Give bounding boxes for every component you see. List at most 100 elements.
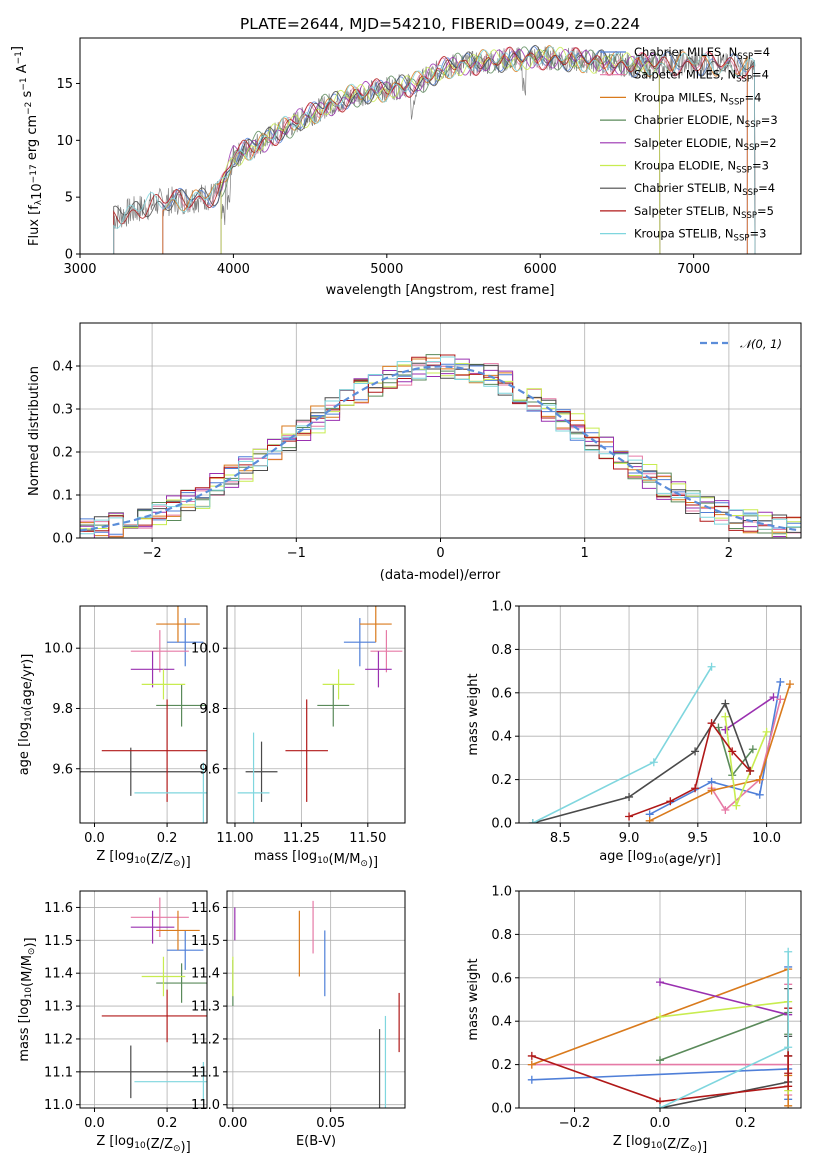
y-tick-label: 10.0: [191, 642, 220, 657]
legend-label: Kroupa STELIB, NSSP=3: [634, 227, 766, 244]
y-tick-label: 11.5: [44, 934, 73, 949]
point-marker: [691, 784, 700, 793]
series-kroupa-elodie: [656, 997, 793, 1095]
point-marker: [769, 693, 778, 702]
axes-frame: [226, 605, 406, 824]
point-marker: [649, 758, 658, 767]
errorbar-kroupa-stelib: [237, 732, 270, 823]
point-marker: [691, 747, 700, 756]
model-line-salpeter-stelib: [113, 46, 756, 254]
y-tick-label: 0.2: [52, 446, 73, 461]
point-marker: [645, 816, 654, 823]
y-tick-label: 11.6: [191, 901, 220, 916]
y-tick-label: 0.0: [491, 1102, 512, 1117]
legend: Chabrier MILES, NSSP=4 Salpeter MILES, NS…: [600, 45, 778, 244]
axes-mass_weight_vs_age: 8.5 9.0 9.5 10.0 0.0 0.2 0.4 0.6 0.8 1.0 age [log1…: [466, 600, 802, 867]
x-tick-label: 0.0: [84, 831, 105, 846]
axes-frame: [518, 605, 802, 824]
series-kroupa-stelib: [656, 947, 793, 1108]
y-tick-label: 11.0: [191, 1098, 220, 1113]
plot-area: [80, 354, 801, 538]
y-axis-label: Normed distribution: [27, 366, 42, 496]
errorbar-salpeter-elodie: [130, 651, 175, 688]
y-tick-label: 15: [56, 77, 73, 92]
point-marker: [746, 766, 755, 775]
point-marker: [784, 1082, 793, 1091]
point-marker: [527, 1051, 536, 1060]
plot-area: [528, 662, 794, 823]
x-tick-label: −1: [287, 546, 306, 561]
point-marker: [721, 699, 730, 708]
y-tick-label: 0.8: [491, 643, 512, 658]
y-tick-label: 0.3: [52, 403, 73, 418]
y-tick-label: 11.2: [44, 1032, 73, 1047]
axes-age_vs_Z: 0.0 0.2 9.6 9.8 10.0 Z [log10(Z/Z⊙)] age [log1…: [17, 605, 208, 870]
y-tick-label: 10.0: [44, 642, 73, 657]
point-marker: [748, 745, 757, 754]
series-kroupa-stelib: [528, 662, 716, 823]
errorbar-chabrier-stelib: [80, 1045, 204, 1099]
x-tick-label: 0.2: [157, 1116, 178, 1131]
x-tick-label: 1: [581, 546, 589, 561]
x-axis-label: E(B-V): [296, 1134, 336, 1149]
point-marker: [714, 723, 723, 732]
errorbar-salpeter-elodie: [365, 651, 392, 688]
plot-area: [232, 900, 400, 1108]
errorbar-chabrier-stelib: [80, 747, 204, 796]
y-axis-label: mass weight: [466, 673, 481, 755]
series-line: [659, 981, 789, 1016]
errorbar-chabrier-elodie: [156, 684, 207, 727]
y-tick-label: 9.8: [199, 702, 220, 717]
axes-mass_vs_Z: 0.0 0.2 11.0 11.1 11.2 11.3 11.4 11.5 11.6 Z [log…: [17, 890, 208, 1155]
errorbar-kroupa-stelib: [134, 762, 207, 823]
x-axis-label: age [log10(age/yr)]: [599, 849, 721, 867]
errorbar-chabrier-miles: [167, 930, 204, 970]
point-marker: [625, 812, 634, 821]
point-marker: [656, 978, 664, 987]
y-tick-label: 11.0: [44, 1098, 73, 1113]
series-line: [710, 699, 782, 812]
errorbar-chabrier-elodie: [156, 963, 207, 1003]
x-tick-label: 3000: [63, 262, 96, 277]
point-marker: [732, 801, 741, 810]
point-marker: [707, 786, 716, 795]
x-tick-label: 5000: [370, 262, 403, 277]
point-marker: [762, 727, 771, 736]
point-marker: [728, 747, 737, 756]
x-tick-label: 11.25: [283, 831, 320, 846]
point-marker: [776, 695, 785, 704]
point-marker: [527, 1075, 536, 1084]
legend-label: Kroupa ELODIE, NSSP=3: [634, 159, 769, 176]
errorbar-chabrier-elodie: [317, 684, 350, 727]
point-marker: [755, 790, 764, 799]
errorbar-kroupa-miles: [359, 606, 392, 643]
y-tick-label: 0: [65, 248, 73, 263]
gaussian-reference-line: [80, 365, 799, 532]
x-tick-label: 9.0: [619, 831, 640, 846]
errorbar-kroupa-miles: [156, 606, 200, 643]
x-tick-label: 11.50: [349, 831, 386, 846]
y-tick-label: 11.2: [191, 1032, 220, 1047]
y-tick-label: 0.4: [491, 730, 512, 745]
point-marker: [776, 677, 785, 686]
model-line-chabrier-elodie: [220, 46, 661, 254]
y-tick-label: 0.4: [491, 1015, 512, 1030]
y-axis-label: mass weight: [466, 958, 481, 1040]
plot-area: [80, 606, 207, 823]
axes-mass_weight_vs_Z: −0.2 0.0 0.2 0.0 0.2 0.4 0.6 0.8 1.0 Z [log10(Z/Z…: [466, 885, 802, 1155]
legend-label: Chabrier ELODIE, NSSP=3: [634, 113, 778, 130]
model-line-kroupa-stelib: [113, 46, 756, 254]
x-tick-label: 0.2: [157, 831, 178, 846]
y-axis-label: age [log10(age/yr)]: [17, 654, 35, 776]
y-tick-label: 11.3: [44, 1000, 73, 1015]
point-marker: [666, 797, 675, 806]
point-marker: [721, 725, 730, 734]
point-marker: [656, 1012, 664, 1021]
x-axis-label: Z [log10(Z/Z⊙)]: [96, 849, 190, 870]
errorbar-salpeter-stelib: [101, 989, 207, 1043]
y-tick-label: 1.0: [491, 885, 512, 900]
series-line: [532, 701, 751, 823]
x-axis-label: Z [log10(Z/Z⊙)]: [96, 1134, 190, 1155]
x-tick-label: 10.0: [752, 831, 781, 846]
